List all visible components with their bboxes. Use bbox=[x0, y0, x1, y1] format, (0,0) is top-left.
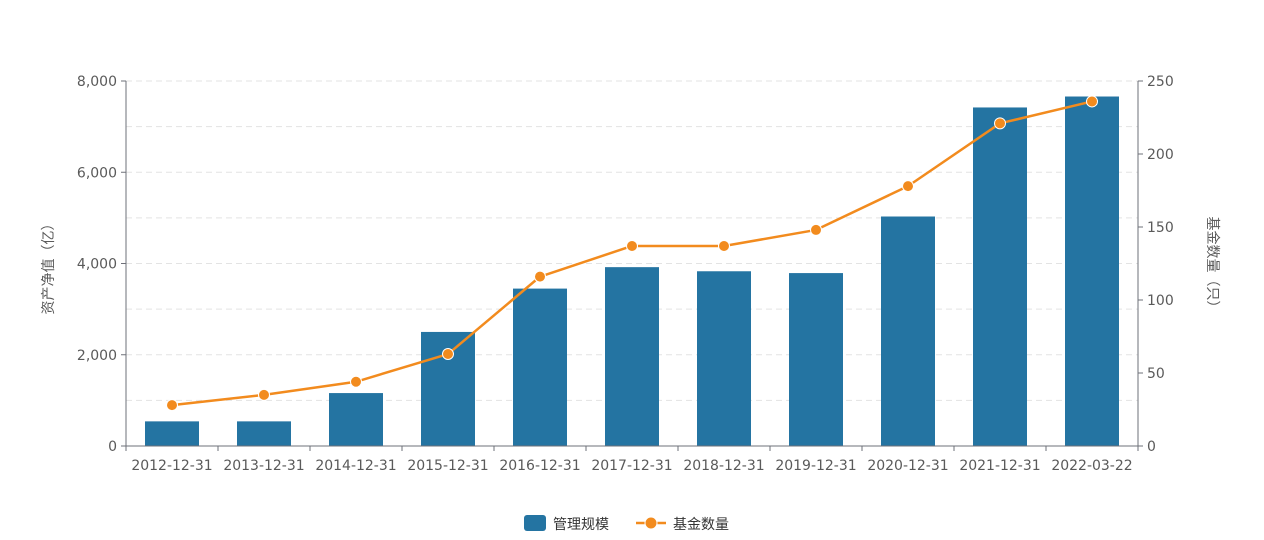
bar bbox=[789, 273, 843, 446]
bar bbox=[881, 216, 935, 446]
bar bbox=[513, 288, 567, 446]
x-tick-label: 2022-03-22 bbox=[1051, 458, 1132, 474]
bar bbox=[605, 267, 659, 446]
line-point bbox=[166, 399, 178, 412]
bar bbox=[329, 393, 383, 446]
x-tick-label: 2015-12-31 bbox=[407, 458, 488, 474]
bar bbox=[697, 271, 751, 446]
bar bbox=[1065, 96, 1119, 446]
x-tick-label: 2014-12-31 bbox=[315, 458, 396, 474]
y-right-tick-label: 250 bbox=[1147, 74, 1174, 90]
axes-group bbox=[121, 80, 1143, 451]
bars-group bbox=[145, 96, 1119, 447]
bar bbox=[973, 107, 1027, 447]
labels-group: 0 2,000 4,000 6,000 8,000 0 50 100 150 200 250 2012… bbox=[41, 74, 1221, 474]
line-series-group bbox=[166, 95, 1098, 412]
y-right-tick-label: 200 bbox=[1147, 147, 1174, 163]
y-right-tick-label: 100 bbox=[1147, 293, 1174, 309]
x-tick-label: 2020-12-31 bbox=[867, 458, 948, 474]
y-right-tick-label: 50 bbox=[1147, 366, 1165, 382]
legend-swatch-marker bbox=[644, 516, 658, 530]
x-tick-label: 2016-12-31 bbox=[499, 458, 580, 474]
legend-swatch-bars bbox=[524, 515, 546, 531]
line-point bbox=[810, 223, 822, 236]
line-point bbox=[626, 239, 638, 252]
legend[interactable]: 管理规模 基金数量 bbox=[524, 515, 729, 533]
bar bbox=[237, 421, 291, 446]
legend-label-line: 基金数量 bbox=[673, 516, 729, 533]
line-point bbox=[350, 375, 362, 388]
line-point bbox=[718, 239, 730, 252]
y-left-tick-label: 0 bbox=[108, 439, 117, 455]
y-left-axis-title: 资产净值（亿） bbox=[41, 217, 57, 315]
x-tick-label: 2017-12-31 bbox=[591, 458, 672, 474]
y-left-tick-label: 4,000 bbox=[77, 257, 117, 273]
line-point bbox=[442, 348, 454, 361]
y-right-axis-title: 基金数量（只） bbox=[1204, 217, 1221, 315]
line-point bbox=[902, 180, 914, 193]
line-point bbox=[534, 270, 546, 283]
y-right-tick-label: 0 bbox=[1147, 439, 1156, 455]
x-tick-label: 2013-12-31 bbox=[223, 458, 304, 474]
y-left-tick-label: 6,000 bbox=[77, 165, 117, 181]
y-left-tick-label: 8,000 bbox=[77, 74, 117, 90]
legend-item-bars[interactable]: 管理规模 bbox=[524, 515, 609, 533]
bar bbox=[145, 421, 199, 446]
y-right-tick-label: 150 bbox=[1147, 220, 1174, 236]
y-left-tick-label: 2,000 bbox=[77, 348, 117, 364]
x-tick-label: 2019-12-31 bbox=[775, 458, 856, 474]
x-tick-label: 2012-12-31 bbox=[131, 458, 212, 474]
x-tick-label: 2018-12-31 bbox=[683, 458, 764, 474]
legend-label-bars: 管理规模 bbox=[553, 517, 609, 533]
x-tick-label: 2021-12-31 bbox=[959, 458, 1040, 474]
line-point bbox=[1086, 95, 1098, 108]
line-point bbox=[994, 117, 1006, 130]
line-point bbox=[258, 388, 270, 401]
legend-item-line[interactable]: 基金数量 bbox=[636, 516, 729, 533]
